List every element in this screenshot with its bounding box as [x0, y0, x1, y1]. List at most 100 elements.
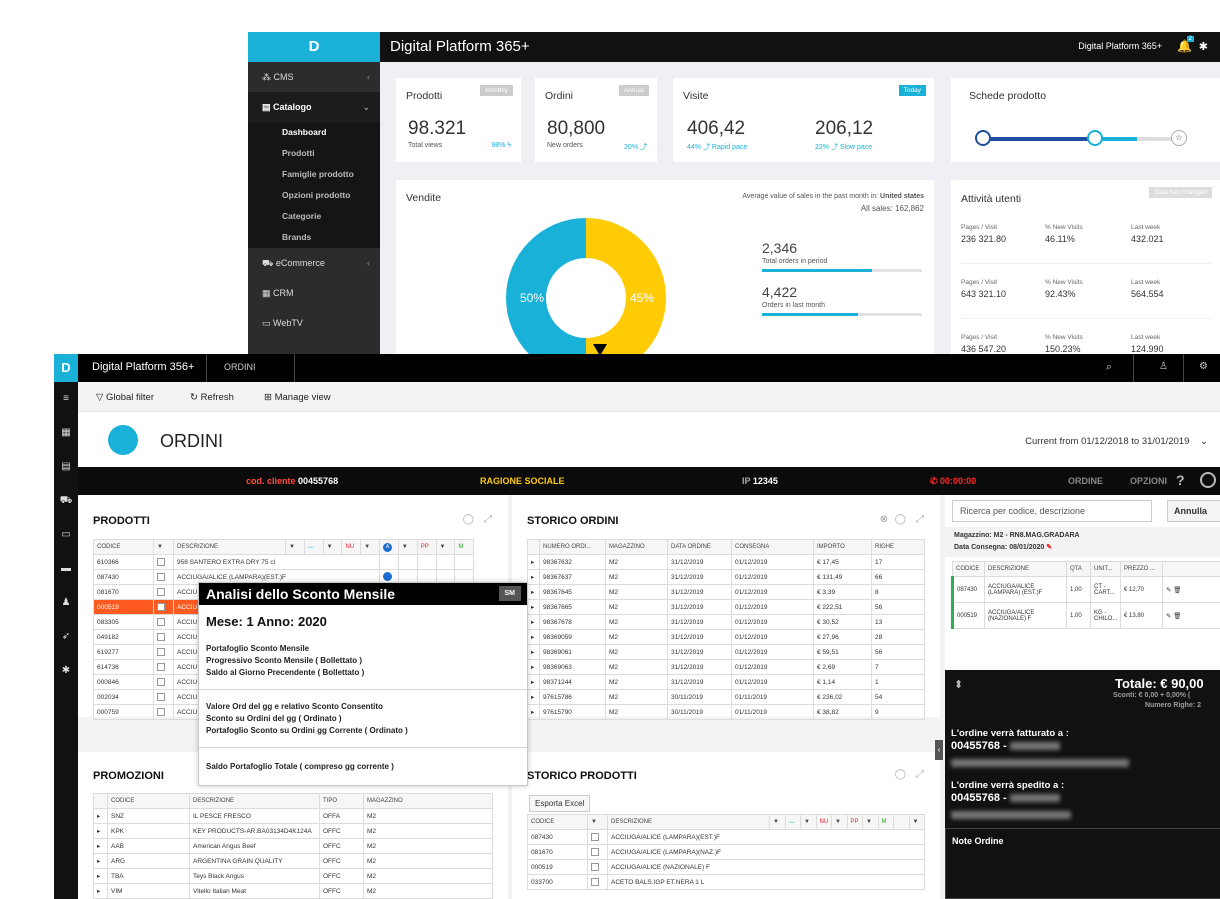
checkbox-icon[interactable] — [157, 708, 165, 716]
search-icon[interactable]: ⌕ — [1105, 361, 1112, 373]
checkbox-icon[interactable] — [157, 588, 165, 596]
app-logo[interactable]: D — [54, 354, 78, 382]
sidebar-item-cms[interactable]: ⁂ CMS ‹ — [248, 62, 380, 92]
settings-icon[interactable]: ⚙ — [1199, 361, 1208, 372]
table-row[interactable]: ▸ ARG ARGENTINA GRAIN QUALITY OFFC M2 — [93, 853, 493, 869]
close-icon[interactable]: ⊗ — [879, 514, 888, 525]
sort-icon[interactable]: ⬍ — [954, 679, 964, 691]
sidebar-item-crm[interactable]: ▦ CRM — [248, 278, 380, 308]
sidebar-item-catalogo[interactable]: ▤ Catalogo ⌄ — [248, 92, 380, 122]
table-row[interactable]: 087430 ACCIUGA/ALICE (LAMPARA)(EST.)F — [527, 829, 925, 845]
table-row[interactable]: ▸ AAB American Angus Beef OFFC M2 — [93, 838, 493, 854]
col-header[interactable]: NUMERO ORDI... — [539, 539, 606, 555]
expand-icon[interactable]: ⤢ — [484, 514, 492, 525]
checkbox-icon[interactable] — [157, 648, 165, 656]
expand-icon[interactable]: ▸ — [527, 644, 540, 660]
table-row[interactable]: ▸ 98369063 M2 31/12/2019 01/12/2019 € 2,69 7 — [527, 659, 925, 675]
filter-icon[interactable]: ▼ — [360, 539, 381, 555]
pencil-icon[interactable]: ✎ — [1166, 612, 1172, 620]
col-header[interactable]: DESCRIZIONE — [173, 539, 286, 555]
table-row[interactable]: 087430 ACCIUGA/ALICE (LAMPARA)(EST.)F — [93, 569, 493, 585]
table-row[interactable]: 000519 ACCIUGA/ALICE (NAZIONALE) F — [527, 859, 925, 875]
monitor-icon[interactable]: ▭ — [61, 529, 71, 540]
checkbox-cell[interactable] — [153, 644, 174, 660]
avatar[interactable] — [1200, 472, 1216, 488]
checkbox-icon[interactable] — [157, 573, 165, 581]
expand-icon[interactable]: ▸ — [93, 868, 108, 884]
submenu-famiglie[interactable]: Famiglie prodotto — [282, 169, 354, 179]
checkbox-cell[interactable] — [153, 629, 174, 645]
checkbox-icon[interactable] — [157, 558, 165, 566]
table-row[interactable]: ▸ 98367665 M2 31/12/2019 01/12/2019 € 222,51 5… — [527, 599, 925, 615]
chat-icon[interactable]: ◯ — [894, 769, 906, 780]
table-row[interactable]: ▸ 98369061 M2 31/12/2019 01/12/2019 € 59,51 56 — [527, 644, 925, 660]
submenu-opzioni[interactable]: Opzioni prodotto — [282, 190, 351, 200]
table-row[interactable]: ▸ SNZ IL PESCE FRESCO OFFA M2 — [93, 808, 493, 824]
table-row[interactable]: 610366 958 SANTERO EXTRA DRY 75 cl — [93, 554, 493, 570]
bell-icon[interactable]: 🔔 — [1177, 39, 1192, 53]
checkbox-cell[interactable] — [587, 844, 608, 860]
table-row[interactable]: ▸ TBA Teys Black Angus OFFC M2 — [93, 868, 493, 884]
expand-icon[interactable]: ▸ — [527, 704, 540, 720]
expand-icon[interactable]: ▸ — [93, 883, 108, 899]
rocket-icon[interactable]: ➶ — [61, 631, 71, 642]
filter-icon[interactable]: ▼ — [831, 814, 848, 830]
submenu-dashboard[interactable]: Dashboard — [282, 127, 327, 137]
checkbox-cell[interactable] — [153, 569, 174, 585]
trash-icon[interactable]: 🗑 — [1173, 612, 1182, 620]
dashboard-icon[interactable]: ▦ — [61, 427, 71, 438]
annulla-button[interactable]: Annulla — [1167, 500, 1220, 522]
col-header[interactable]: DATA ORDINE — [667, 539, 732, 555]
table-row[interactable]: 081670 ACCIUGA/ALICE (LAMPARA)(NAZ.)F — [527, 844, 925, 860]
col-header[interactable]: DESCRIZIONE — [189, 793, 320, 809]
expand-icon[interactable]: ▸ — [527, 599, 540, 615]
filter-icon[interactable]: ▼ — [153, 539, 174, 555]
sm-button[interactable]: SM — [498, 586, 521, 601]
menu-icon[interactable]: ≡ — [63, 393, 69, 404]
checkbox-cell[interactable] — [587, 829, 608, 845]
expand-icon[interactable]: ▸ — [527, 689, 540, 705]
checkbox-cell[interactable] — [153, 599, 174, 615]
table-row[interactable]: ▸ 98369059 M2 31/12/2019 01/12/2019 € 27,96 28 — [527, 629, 925, 645]
trash-icon[interactable]: 🗑 — [1173, 586, 1182, 594]
checkbox-icon[interactable] — [157, 663, 165, 671]
app-logo[interactable]: D — [248, 32, 380, 62]
gear-icon[interactable]: ✱ — [1198, 41, 1208, 53]
checkbox-icon[interactable] — [591, 833, 599, 841]
expand-icon[interactable]: ▸ — [527, 584, 540, 600]
table-row[interactable]: ▸ VIM Vitello Italian Meat OFFC M2 — [93, 883, 493, 899]
expand-icon[interactable]: ▸ — [93, 853, 108, 869]
filter-icon[interactable]: ▼ — [322, 539, 343, 555]
cart-row[interactable]: 087430 ACCIUGA/ALICE (LAMPARA) (EST.)F 1,0… — [951, 576, 1220, 603]
cart-row[interactable]: 000519 ACCIUGA/ALICE (NAZIONALE) F 1,00 KG … — [951, 602, 1220, 629]
filter-icon[interactable]: ▼ — [908, 814, 925, 830]
expand-icon[interactable]: ▸ — [527, 554, 540, 570]
col-header[interactable]: PREZZO ... — [1120, 561, 1163, 577]
table-row[interactable]: ▸ 98367645 M2 31/12/2019 01/12/2019 € 3,39 8 — [527, 584, 925, 600]
folder-icon[interactable]: ▬ — [61, 563, 71, 574]
col-header[interactable]: IMPORTO — [813, 539, 872, 555]
section-tab[interactable]: ORDINI — [224, 362, 256, 372]
table-row[interactable]: ▸ 98367632 M2 31/12/2019 01/12/2019 € 17,45 17 — [527, 554, 925, 570]
checkbox-icon[interactable] — [157, 603, 165, 611]
chat-icon[interactable]: ◯ — [462, 514, 474, 525]
col-header[interactable] — [93, 793, 108, 809]
checkbox-cell[interactable] — [153, 704, 174, 720]
manage-view-button[interactable]: ⊞ Manage view — [264, 392, 331, 403]
col-header[interactable]: CONSEGNA — [731, 539, 814, 555]
expand-icon[interactable]: ⤢ — [916, 769, 924, 780]
expand-icon[interactable]: ▸ — [527, 674, 540, 690]
collapse-handle[interactable]: ‹ — [935, 740, 943, 760]
col-header[interactable] — [527, 539, 540, 555]
table-row[interactable]: ▸ 97615786 M2 30/11/2019 01/11/2019 € 236,02 5… — [527, 689, 925, 705]
expand-icon[interactable]: ▸ — [527, 659, 540, 675]
checkbox-icon[interactable] — [157, 618, 165, 626]
filter-icon[interactable]: ▼ — [397, 539, 418, 555]
expand-icon[interactable]: ⤢ — [916, 514, 924, 525]
checkbox-cell[interactable] — [153, 689, 174, 705]
gear-icon[interactable]: ✱ — [61, 665, 71, 676]
checkbox-cell[interactable] — [153, 674, 174, 690]
submenu-brands[interactable]: Brands — [282, 232, 312, 242]
table-row[interactable]: ▸ KPK KEY PRODUCTS-AR.BA03134D4K124A OFFC M2 — [93, 823, 493, 839]
cart-search-input[interactable]: Ricerca per codice, descrizione — [952, 500, 1152, 522]
